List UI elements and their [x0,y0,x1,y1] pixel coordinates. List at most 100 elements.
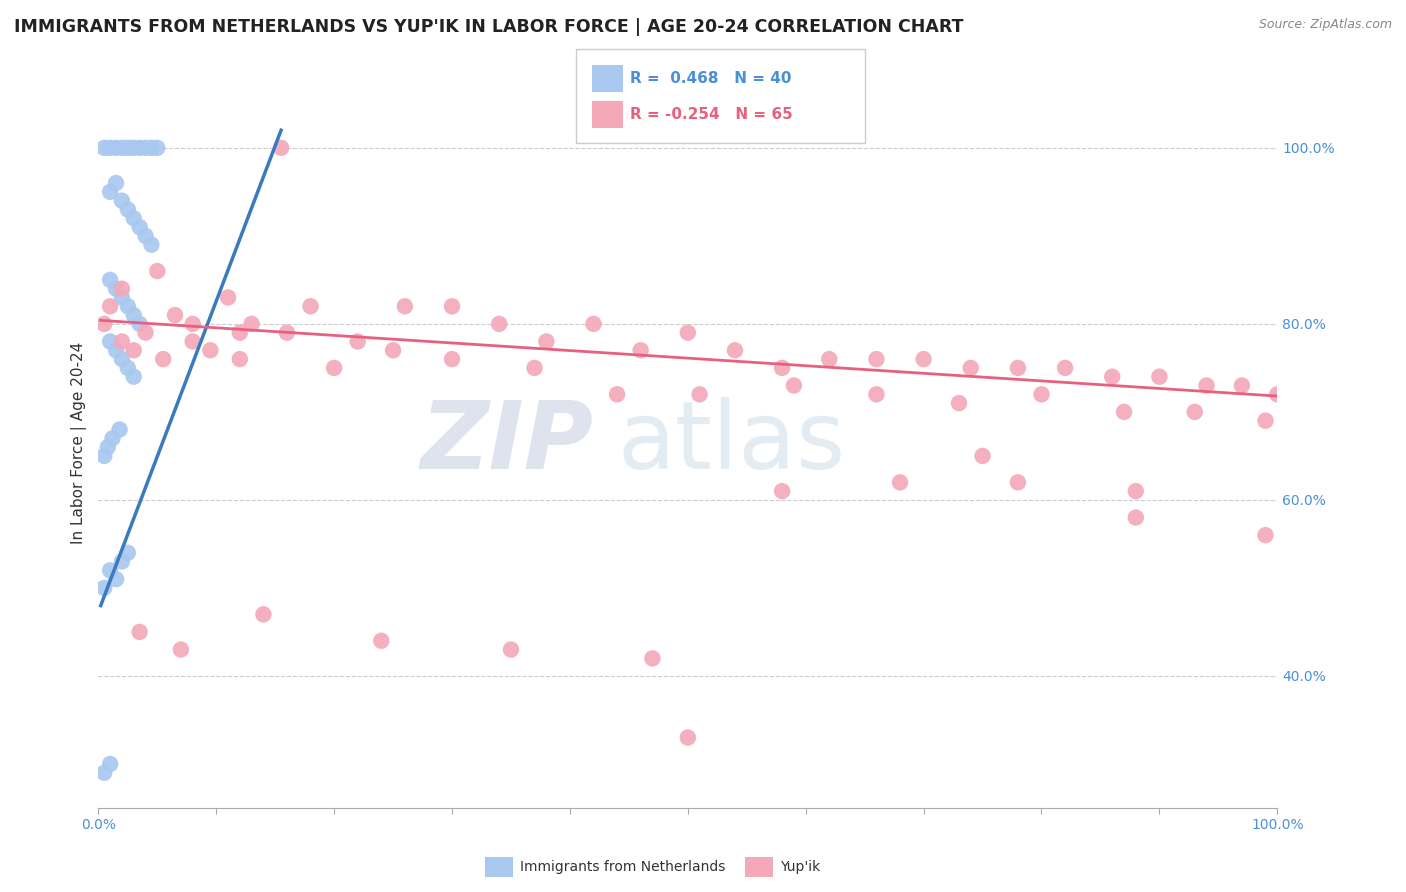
Point [770,360,793,375]
Point [889,475,911,490]
Point [865,387,887,401]
Point [117,202,139,217]
Point [1254,414,1277,428]
Point [111,282,134,296]
Text: R =  0.468   N = 40: R = 0.468 N = 40 [630,71,792,86]
Point [93,581,115,595]
Point [98,756,121,771]
Point [865,352,887,367]
Point [1007,360,1029,375]
Point [108,423,131,437]
Point [134,141,156,155]
Point [141,237,163,252]
Point [146,141,169,155]
Point [98,185,121,199]
Point [134,326,156,340]
Point [97,440,120,454]
Point [111,555,134,569]
Text: Source: ZipAtlas.com: Source: ZipAtlas.com [1258,18,1392,31]
Point [1265,387,1288,401]
Text: IMMIGRANTS FROM NETHERLANDS VS YUP'IK IN LABOR FORCE | AGE 20-24 CORRELATION CHA: IMMIGRANTS FROM NETHERLANDS VS YUP'IK IN… [14,18,963,36]
Point [122,141,145,155]
Point [128,317,150,331]
Point [1184,405,1206,419]
Point [122,211,145,226]
Point [117,299,139,313]
Point [163,308,186,322]
Point [689,387,711,401]
Point [93,765,115,780]
Point [641,651,664,665]
Point [111,291,134,305]
Point [1031,387,1053,401]
Point [170,642,193,657]
Point [105,572,128,586]
Point [440,352,463,367]
Point [323,360,346,375]
Point [146,264,169,278]
Point [111,334,134,349]
Point [141,141,163,155]
Text: Immigrants from Netherlands: Immigrants from Netherlands [520,860,725,874]
Point [128,624,150,639]
Point [98,334,121,349]
Point [181,334,204,349]
Point [676,326,699,340]
Point [105,176,128,190]
Point [98,299,121,313]
Point [105,141,128,155]
Point [128,220,150,235]
Point [117,360,139,375]
Point [111,352,134,367]
Point [948,396,970,410]
Point [93,317,115,331]
Point [488,317,510,331]
Point [582,317,605,331]
Point [346,334,368,349]
Point [276,326,298,340]
Point [105,343,128,358]
Point [93,449,115,463]
Point [105,282,128,296]
Point [536,334,558,349]
Y-axis label: In Labor Force | Age 20-24: In Labor Force | Age 20-24 [72,342,87,544]
Point [299,299,322,313]
Point [122,343,145,358]
Point [217,291,239,305]
Point [499,642,522,657]
Text: Yup'ik: Yup'ik [780,860,821,874]
Point [98,273,121,287]
Point [240,317,263,331]
Point [676,731,699,745]
Point [229,326,252,340]
Point [252,607,274,622]
Point [1195,378,1218,392]
Point [101,431,124,445]
Point [1007,475,1029,490]
Point [134,228,156,243]
Point [606,387,628,401]
Point [972,449,994,463]
Point [111,194,134,208]
Point [523,360,546,375]
Text: atlas: atlas [617,397,845,489]
Point [959,360,981,375]
Point [122,308,145,322]
Point [1125,484,1147,499]
Point [117,141,139,155]
Point [229,352,252,367]
Point [1149,369,1171,384]
Point [93,141,115,155]
Point [200,343,222,358]
Point [270,141,292,155]
Point [117,546,139,560]
Text: ZIP: ZIP [420,397,593,489]
Point [122,369,145,384]
Point [724,343,747,358]
Point [111,141,134,155]
Point [152,352,174,367]
Point [1230,378,1253,392]
Point [394,299,416,313]
Point [98,563,121,577]
Point [1054,360,1077,375]
